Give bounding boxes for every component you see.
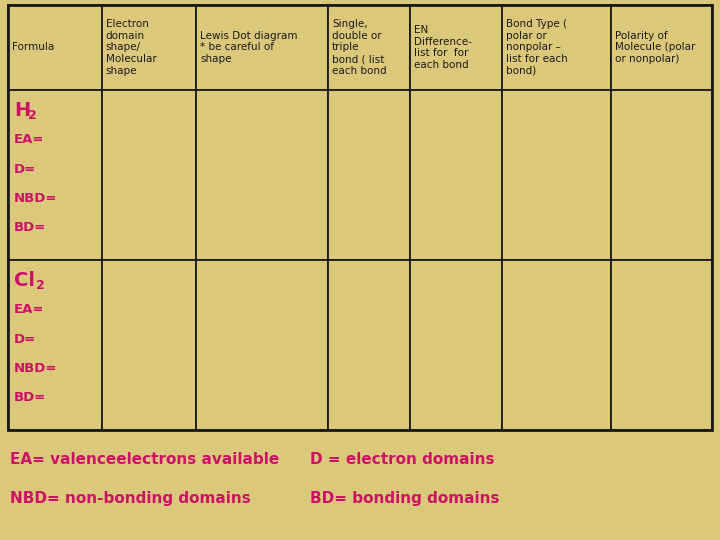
Bar	[328, 5, 410, 90]
Text: EA=: EA=	[14, 303, 45, 316]
Text: Polarity of
Molecule (polar
or nonpolar): Polarity of Molecule (polar or nonpolar)	[615, 31, 696, 64]
Bar	[197, 90, 328, 260]
Bar	[328, 90, 410, 260]
Text: D = electron domains: D = electron domains	[310, 453, 495, 468]
Text: 2: 2	[36, 279, 45, 292]
Text: BD=: BD=	[14, 392, 46, 404]
Text: BD= bonding domains: BD= bonding domains	[310, 490, 500, 505]
Bar	[611, 5, 712, 90]
Bar	[102, 260, 197, 430]
Text: Lewis Dot diagram
* be careful of
shape: Lewis Dot diagram * be careful of shape	[200, 31, 298, 64]
Text: EA=: EA=	[14, 133, 45, 146]
Bar	[102, 90, 197, 260]
Text: Formula: Formula	[12, 43, 54, 52]
Bar	[410, 5, 503, 90]
Text: D=: D=	[14, 333, 36, 346]
Bar	[503, 5, 611, 90]
Bar	[102, 5, 197, 90]
Text: Electron
domain
shape/
Molecular
shape: Electron domain shape/ Molecular shape	[106, 19, 157, 76]
Bar	[8, 5, 102, 90]
Text: Single,
double or
triple
bond ( list
each bond: Single, double or triple bond ( list eac…	[332, 19, 387, 76]
Bar	[8, 90, 102, 260]
Text: D=: D=	[14, 163, 36, 176]
Text: BD=: BD=	[14, 221, 46, 234]
Text: NBD= non-bonding domains: NBD= non-bonding domains	[10, 490, 251, 505]
Bar	[611, 260, 712, 430]
Text: Bond Type (
polar or
nonpolar –
list for each
bond): Bond Type ( polar or nonpolar – list for…	[506, 19, 568, 76]
Text: H: H	[14, 101, 30, 120]
Text: NBD=: NBD=	[14, 362, 58, 375]
Bar	[410, 90, 503, 260]
Text: Cl: Cl	[14, 271, 35, 290]
Bar	[197, 5, 328, 90]
Bar	[503, 260, 611, 430]
Bar	[611, 90, 712, 260]
Bar	[410, 260, 503, 430]
Text: NBD=: NBD=	[14, 192, 58, 205]
Bar	[197, 260, 328, 430]
Bar	[8, 5, 712, 430]
Text: 2: 2	[28, 109, 37, 122]
Bar	[8, 260, 102, 430]
Bar	[328, 260, 410, 430]
Bar	[503, 90, 611, 260]
Text: EN
Difference-
list for  for
each bond: EN Difference- list for for each bond	[414, 25, 472, 70]
Text: EA= valenceelectrons available: EA= valenceelectrons available	[10, 453, 279, 468]
